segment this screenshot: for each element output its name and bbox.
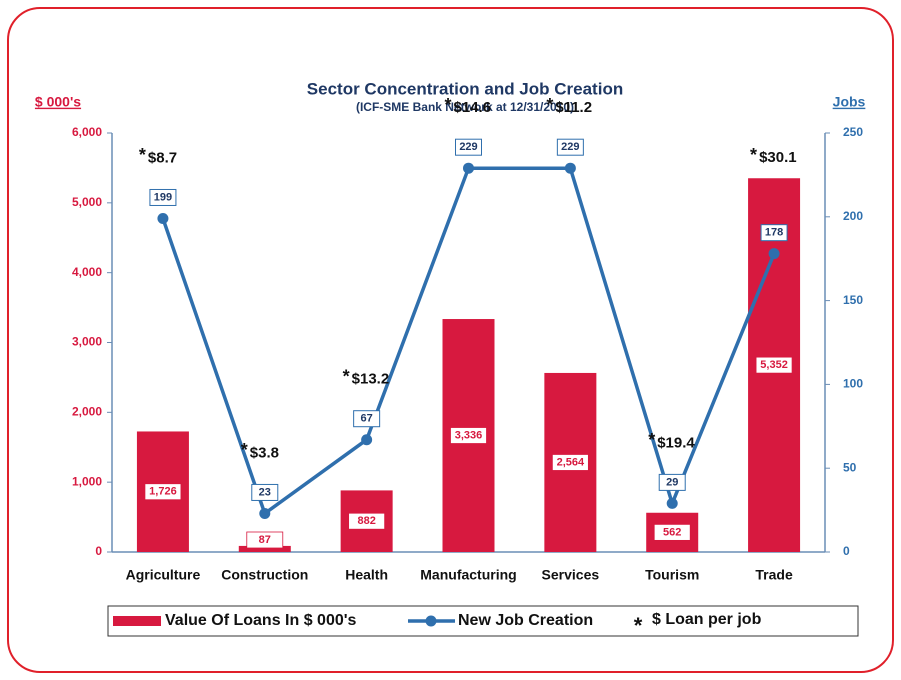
value-label-box: [246, 531, 284, 549]
legend-label: Value Of Loans In $ 000's: [165, 612, 357, 629]
annotation: $13.2: [352, 371, 390, 388]
y2-tick-label: 100: [843, 377, 863, 391]
y2-tick-label: 50: [843, 460, 857, 474]
y2-tick-label: 150: [843, 293, 863, 307]
value-label-box: [149, 188, 177, 206]
legend: [107, 605, 859, 637]
x-tick-label: Health: [345, 567, 388, 583]
y-tick-label: 2,000: [72, 405, 102, 419]
legend-note-marker: *: [634, 613, 643, 638]
legend-marker: [425, 615, 437, 627]
line-point: [361, 434, 373, 446]
y2-tick-label: 200: [843, 209, 863, 223]
x-tick-label: Construction: [221, 567, 308, 583]
annotation: $14.6: [454, 99, 492, 116]
x-tick-label: Agriculture: [126, 567, 201, 583]
bar-value-label: 3,336: [455, 429, 483, 441]
annotation-marker: *: [343, 366, 350, 386]
bar-value-label: 562: [663, 526, 681, 538]
y2-tick-label: 250: [843, 125, 863, 139]
value-label-box: [755, 356, 793, 374]
y-tick-label: 3,000: [72, 335, 102, 349]
value-label-box: [760, 224, 788, 242]
legend-note-label: $ Loan per job: [652, 611, 762, 628]
y-tick-label: 0: [95, 544, 102, 558]
value-label-box: [653, 523, 691, 541]
y-tick-label: 1,000: [72, 474, 102, 488]
annotation: $11.2: [555, 99, 592, 116]
value-label-box: [353, 410, 381, 428]
line-point: [666, 497, 678, 509]
annotation-marker: *: [139, 145, 146, 165]
y-tick-label: 5,000: [72, 195, 102, 209]
line-point: [259, 507, 271, 519]
annotation: $3.8: [250, 444, 279, 461]
bar-value-label: 2,564: [557, 456, 585, 468]
y-tick-label: 4,000: [72, 265, 102, 279]
value-label-box: [551, 454, 589, 471]
line-value-label: 229: [561, 141, 579, 153]
y-axis-title: $ 000's: [35, 94, 81, 110]
value-label-box: [556, 138, 584, 156]
annotation-marker: *: [444, 95, 451, 115]
line-point: [157, 212, 169, 224]
value-label-box: [144, 483, 182, 501]
line-point: [463, 162, 474, 174]
line-value-label: 199: [154, 191, 172, 203]
value-label-box: [658, 473, 686, 491]
y2-tick-label: 0: [843, 544, 850, 558]
annotation-marker: *: [648, 430, 655, 450]
line-value-label: 178: [765, 227, 783, 239]
x-tick-label: Tourism: [645, 567, 699, 583]
legend-label: New Job Creation: [458, 612, 593, 629]
line-value-label: 67: [361, 413, 373, 425]
line-point: [564, 162, 576, 174]
annotation-marker: *: [750, 145, 757, 165]
value-label-box: [348, 512, 386, 530]
bar-value-label: 87: [259, 534, 271, 546]
x-tick-label: Services: [542, 567, 600, 583]
bar-value-label: 882: [357, 515, 375, 527]
bar: [238, 545, 291, 552]
annotation: $30.1: [759, 149, 797, 166]
line-value-label: 229: [459, 141, 477, 153]
line-value-label: 29: [666, 476, 678, 488]
value-label-box: [455, 138, 482, 156]
chart-title: Sector Concentration and Job Creation: [307, 79, 623, 98]
y-tick-label: 6,000: [72, 125, 102, 139]
value-label-box: [251, 483, 279, 501]
value-label-box: [450, 427, 487, 444]
annotation-marker: *: [241, 440, 248, 460]
line-point: [768, 248, 780, 260]
y2-axis-title: Jobs: [833, 94, 866, 110]
bar-value-label: 1,726: [149, 486, 177, 498]
annotation: $8.7: [148, 149, 177, 166]
chart-subtitle: (ICF-SME Bank Network at 12/31/2010): [356, 100, 574, 114]
annotation-marker: *: [546, 95, 553, 115]
annotation: $19.4: [657, 434, 695, 451]
legend-swatch: [113, 616, 161, 626]
x-tick-label: Trade: [755, 567, 793, 583]
bar-value-label: 5,352: [760, 359, 788, 371]
x-tick-label: Manufacturing: [420, 567, 516, 583]
line-value-label: 23: [259, 486, 271, 498]
